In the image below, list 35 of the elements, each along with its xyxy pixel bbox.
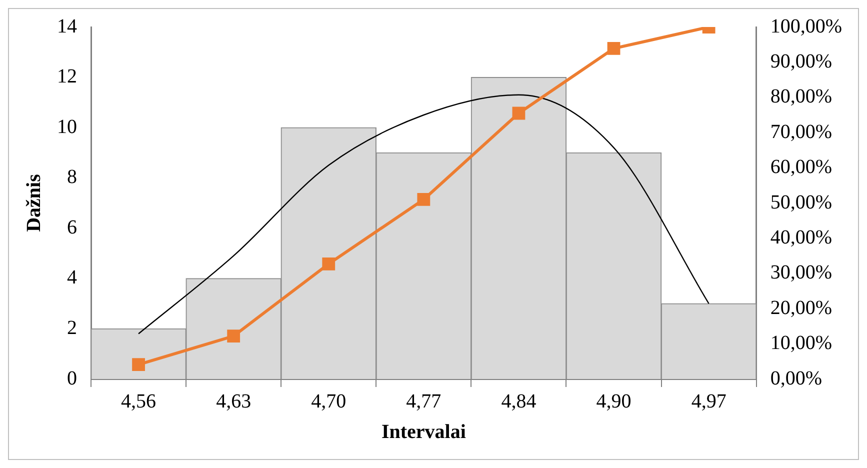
- x-tick-label: 4,97: [691, 390, 726, 412]
- y2-tick-label: 70,00%: [770, 120, 832, 143]
- y2-tick-label: 20,00%: [770, 296, 832, 319]
- y2-tick-label: 90,00%: [770, 50, 832, 72]
- y2-tick-label: 0,00%: [770, 367, 822, 390]
- y-tick-label: 6: [67, 216, 77, 238]
- y2-tick-label: 40,00%: [770, 226, 832, 248]
- y-tick-label: 8: [67, 166, 77, 188]
- y2-tick-label: 60,00%: [770, 156, 832, 178]
- y-tick-label: 0: [67, 367, 77, 390]
- x-axis-title: Intervalai: [381, 421, 466, 444]
- point: [227, 330, 240, 343]
- x-tick-label: 4,84: [501, 390, 536, 412]
- y2-tick-label: 50,00%: [770, 191, 832, 214]
- y-tick-label: 14: [57, 15, 77, 38]
- point: [417, 193, 430, 206]
- point: [132, 358, 145, 372]
- y-tick-label: 12: [57, 66, 77, 88]
- y-tick-label: 10: [57, 116, 77, 138]
- point: [607, 42, 620, 55]
- y2-tick-label: 30,00%: [770, 262, 832, 284]
- x-tick-label: 4,63: [216, 390, 252, 412]
- y2-tick-label: 10,00%: [770, 332, 832, 354]
- x-tick-label: 4,90: [596, 390, 632, 412]
- y-axis-title: Dažnis: [23, 174, 46, 232]
- x-tick-label: 4,70: [311, 390, 346, 412]
- y-tick-label: 4: [67, 266, 77, 289]
- x-tick-label: 4,56: [121, 390, 156, 412]
- point: [512, 106, 526, 120]
- y2-tick-label: 100,00%: [770, 15, 842, 38]
- line-series: [138, 94, 710, 334]
- x-tick-label: 4,77: [406, 390, 442, 412]
- y-tick-label: 2: [67, 316, 77, 339]
- y2-tick-label: 80,00%: [770, 86, 832, 108]
- point: [322, 257, 336, 270]
